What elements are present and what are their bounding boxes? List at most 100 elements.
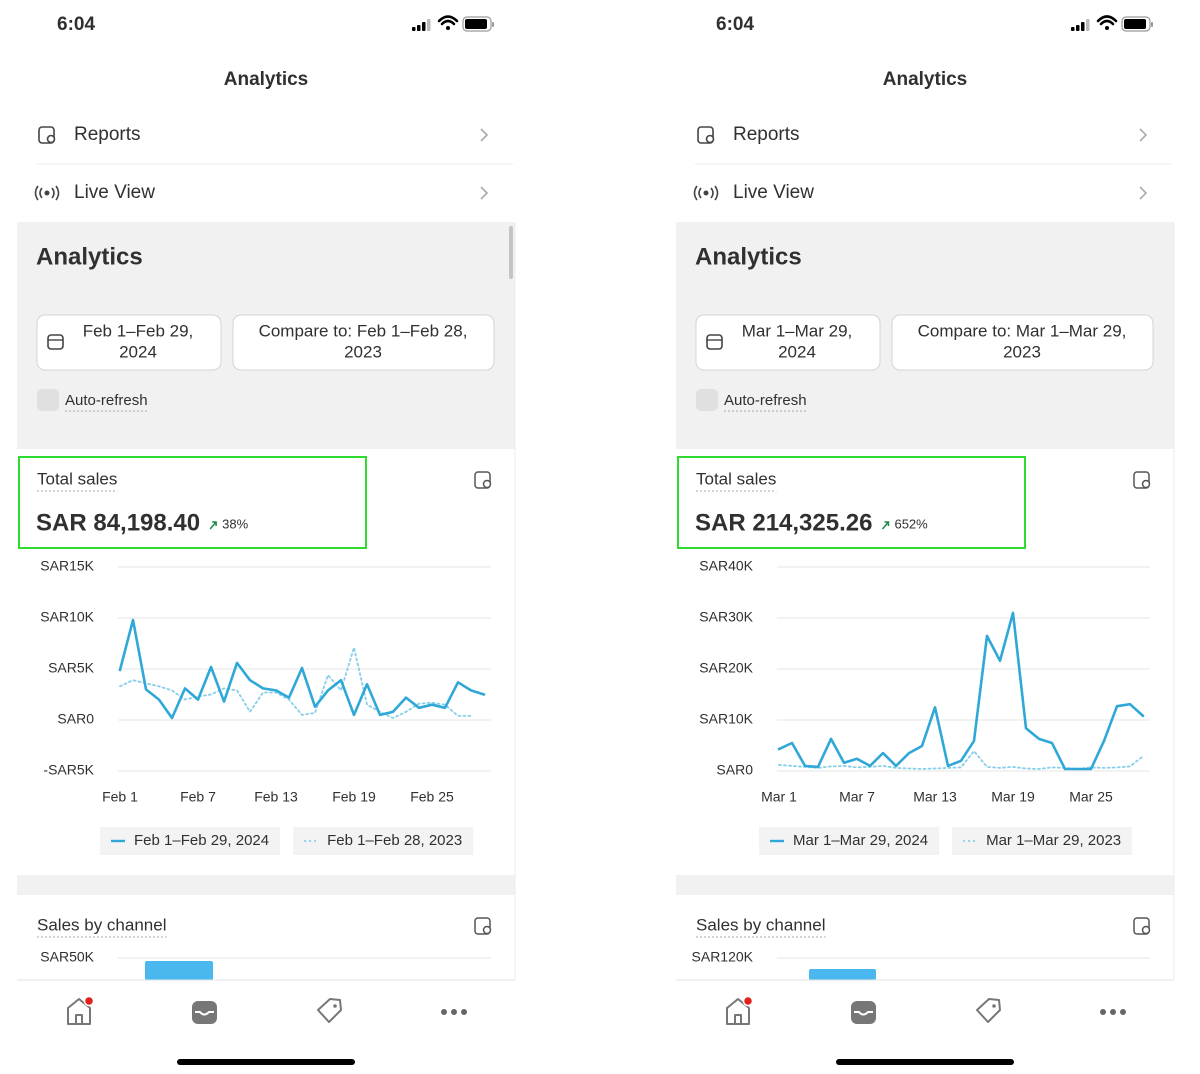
tag-tab[interactable] bbox=[317, 998, 342, 1023]
calendar-icon bbox=[706, 334, 723, 350]
reports-icon bbox=[38, 126, 55, 144]
scrollbar bbox=[509, 226, 513, 279]
up-arrow bbox=[209, 521, 217, 530]
inbox-tab[interactable] bbox=[851, 1001, 876, 1024]
live-icon-waves bbox=[693, 185, 719, 201]
header-title: Analytics bbox=[883, 69, 967, 90]
x-tick-label: Feb 1 bbox=[102, 789, 138, 805]
more-dot bbox=[451, 1009, 457, 1015]
change-percent: 652% bbox=[894, 516, 928, 531]
date-range: Feb 1–Feb 29, bbox=[83, 321, 194, 340]
report-icon-lens bbox=[1141, 925, 1151, 935]
wifi-icon bbox=[1096, 15, 1118, 26]
more-dot bbox=[1110, 1009, 1116, 1015]
y-tick-label: SAR30K bbox=[699, 609, 753, 625]
highlight-box bbox=[18, 456, 367, 549]
menu-item[interactable]: Live View bbox=[74, 182, 155, 203]
section-title: Analytics bbox=[36, 243, 143, 270]
battery-level bbox=[465, 19, 487, 29]
tag-tab[interactable] bbox=[976, 998, 1001, 1023]
x-tick-label: Feb 25 bbox=[410, 789, 454, 805]
live-icon-waves bbox=[34, 185, 60, 201]
channel-title: Sales by channel bbox=[696, 915, 825, 934]
x-tick-label: Mar 7 bbox=[839, 789, 875, 805]
inbox-tab[interactable] bbox=[192, 1001, 217, 1024]
compare-range: Compare to: Mar 1–Mar 29, bbox=[918, 321, 1127, 340]
report-icon bbox=[474, 471, 491, 489]
home-indicator bbox=[177, 1059, 355, 1065]
date-button[interactable] bbox=[695, 314, 881, 371]
legend-label: Feb 1–Feb 28, 2023 bbox=[327, 832, 462, 849]
signal-bar bbox=[1076, 25, 1080, 31]
more-dot bbox=[441, 1009, 447, 1015]
change-percent: 38% bbox=[222, 516, 248, 531]
wifi-dot bbox=[446, 26, 450, 30]
legend-item[interactable] bbox=[100, 827, 281, 855]
more-dot bbox=[1100, 1009, 1106, 1015]
wifi-dot bbox=[1105, 26, 1109, 30]
channel-tick: SAR120K bbox=[692, 949, 754, 965]
notification-dot bbox=[742, 995, 754, 1007]
y-tick-label: SAR10K bbox=[699, 711, 753, 727]
y-tick-label: SAR0 bbox=[716, 762, 753, 778]
up-arrow bbox=[881, 521, 890, 530]
compare-range: Compare to: Feb 1–Feb 28, bbox=[259, 321, 468, 340]
section-gap bbox=[17, 875, 515, 895]
tab-bar bbox=[17, 980, 515, 1074]
checkbox[interactable] bbox=[696, 389, 718, 411]
compare-range: 2023 bbox=[344, 342, 382, 361]
battery-tip bbox=[1151, 22, 1153, 27]
total-sales: SAR 84,198.40 bbox=[36, 509, 200, 536]
compare-range: 2023 bbox=[1003, 342, 1041, 361]
x-tick-label: Feb 19 bbox=[332, 789, 376, 805]
auto-refresh-label: Auto-refresh bbox=[724, 392, 807, 409]
channel-tick: SAR50K bbox=[40, 949, 94, 965]
date-button[interactable] bbox=[36, 314, 222, 371]
report-icon bbox=[1133, 917, 1150, 935]
signal-bar bbox=[412, 27, 416, 31]
signal-bar bbox=[1071, 27, 1075, 31]
checkbox[interactable] bbox=[37, 389, 59, 411]
signal-bar bbox=[1081, 22, 1085, 31]
more-dot bbox=[1120, 1009, 1126, 1015]
reports-icon-lens bbox=[705, 134, 715, 144]
menu-item[interactable]: Reports bbox=[733, 124, 800, 145]
menu-item[interactable]: Reports bbox=[74, 124, 141, 145]
section-gap bbox=[676, 875, 1174, 895]
report-icon-lens bbox=[482, 925, 492, 935]
compare-button[interactable] bbox=[891, 314, 1154, 371]
more-dot bbox=[461, 1009, 467, 1015]
battery-level bbox=[1124, 19, 1146, 29]
x-tick-label: Feb 13 bbox=[254, 789, 298, 805]
signal-bar bbox=[417, 25, 421, 31]
series-line bbox=[118, 618, 486, 720]
compare-button[interactable] bbox=[232, 314, 495, 371]
home-indicator bbox=[836, 1059, 1014, 1065]
channel-bar bbox=[809, 969, 876, 980]
date-range: 2024 bbox=[778, 342, 816, 361]
chevron bbox=[480, 128, 489, 142]
y-tick-label: SAR5K bbox=[48, 660, 95, 676]
total-sales: SAR 214,325.26 bbox=[695, 509, 872, 536]
live-icon bbox=[703, 190, 709, 196]
signal-bar bbox=[427, 19, 431, 31]
legend-item[interactable] bbox=[293, 827, 474, 855]
legend-item[interactable] bbox=[952, 827, 1133, 855]
header-title: Analytics bbox=[224, 69, 308, 90]
x-tick-label: Mar 1 bbox=[761, 789, 797, 805]
channel-bar bbox=[145, 961, 213, 980]
status-time: 6:04 bbox=[57, 14, 95, 35]
report-icon-lens bbox=[1141, 479, 1151, 489]
date-range: 2024 bbox=[119, 342, 157, 361]
y-tick-label: SAR20K bbox=[699, 660, 753, 676]
battery bbox=[1121, 16, 1151, 32]
legend-item[interactable] bbox=[759, 827, 940, 855]
highlight-box bbox=[677, 456, 1026, 549]
y-tick-label: SAR40K bbox=[699, 558, 753, 574]
y-tick-label: SAR0 bbox=[57, 711, 94, 727]
calendar-icon bbox=[47, 334, 64, 350]
menu-item[interactable]: Live View bbox=[733, 182, 814, 203]
card-title: Total sales bbox=[37, 469, 117, 488]
legend-label: Mar 1–Mar 29, 2024 bbox=[793, 832, 928, 849]
y-tick-label: -SAR5K bbox=[43, 762, 94, 778]
